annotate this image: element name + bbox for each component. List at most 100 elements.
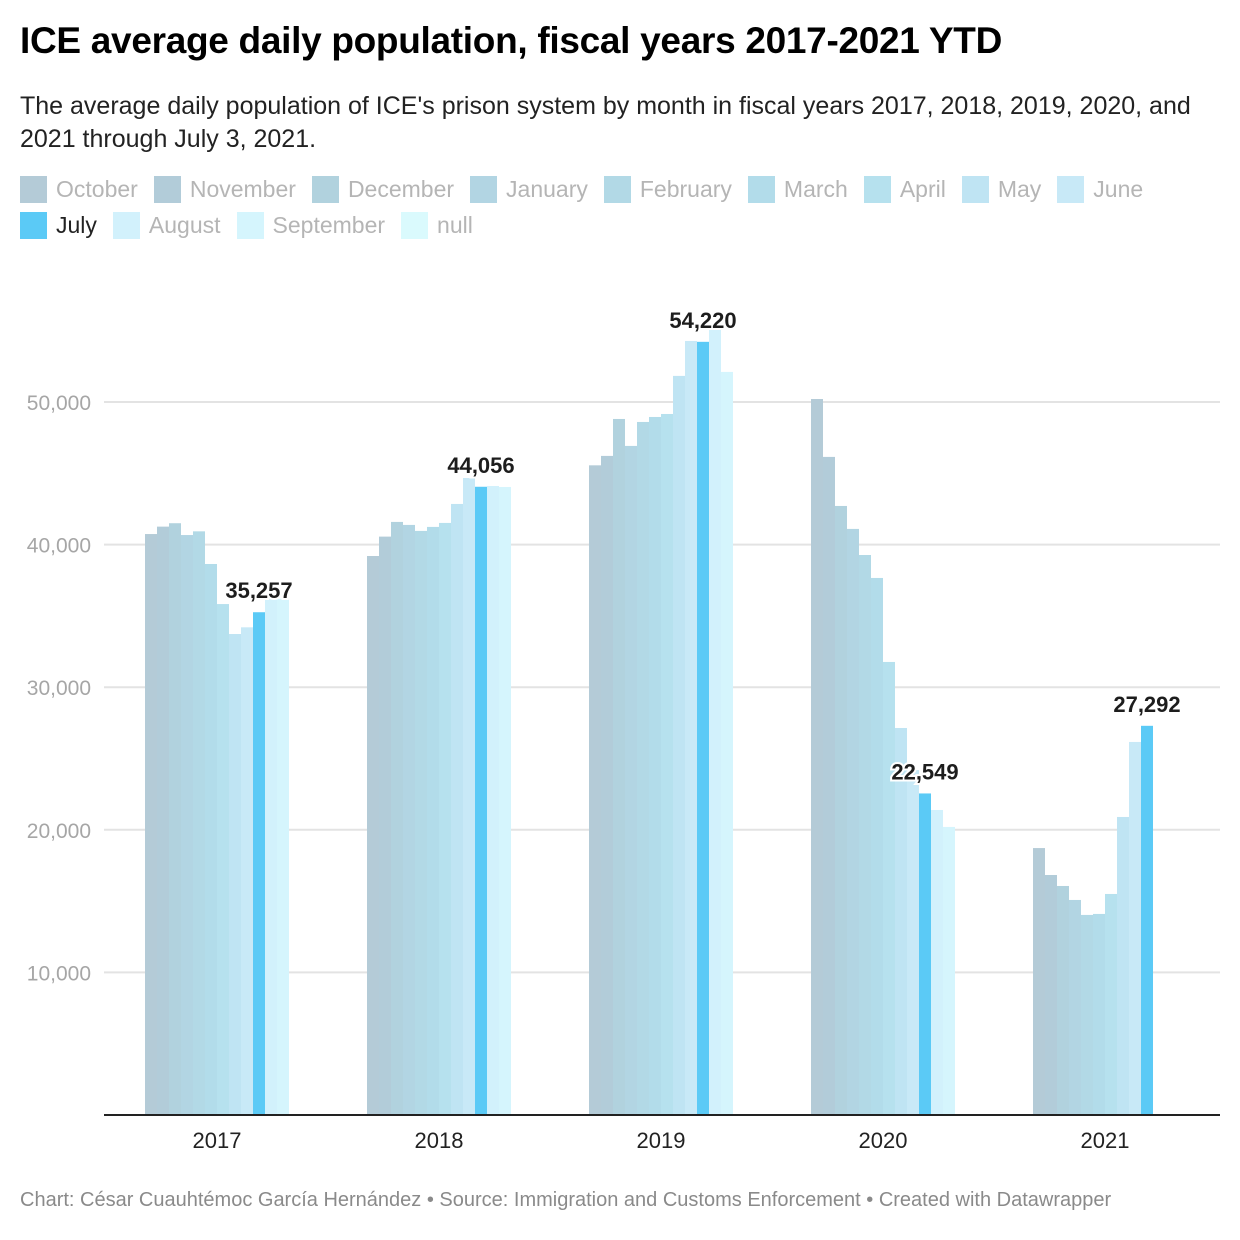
- legend-label: March: [783, 175, 848, 202]
- bar-2020-november: [823, 456, 835, 1115]
- legend-item-january[interactable]: January: [470, 175, 588, 203]
- bar-2019-july: [697, 341, 709, 1115]
- chart-footer: Chart: César Cuauhtémoc García Hernández…: [20, 1189, 1112, 1211]
- bar-2019-january: [625, 445, 637, 1116]
- legend-label: November: [189, 175, 296, 202]
- bar-2021-november: [1045, 875, 1057, 1115]
- bar-2019-october: [589, 465, 601, 1115]
- bar-2018-august: [487, 485, 499, 1115]
- legend-swatch: [603, 175, 631, 203]
- legend-label: May: [997, 175, 1042, 202]
- bar-2018-september: [499, 486, 511, 1115]
- bar-2017-may: [229, 634, 241, 1115]
- legend-item-november[interactable]: November: [153, 175, 296, 203]
- legend-swatch: [470, 175, 498, 203]
- legend-swatch: [863, 175, 891, 203]
- bar-2020-december: [835, 505, 847, 1115]
- bar-2019-september: [721, 371, 733, 1116]
- legend-item-july[interactable]: July: [20, 211, 97, 239]
- bar-2020-february: [859, 555, 871, 1115]
- legend-item-april[interactable]: April: [863, 175, 946, 203]
- y-tick-label: 20,000: [27, 820, 91, 843]
- legend-label: January: [506, 175, 588, 202]
- legend-item-september[interactable]: September: [236, 211, 386, 239]
- legend-swatch: [747, 175, 775, 203]
- bar-2020-april: [883, 661, 895, 1115]
- y-tick-label: 30,000: [27, 677, 91, 700]
- legend-item-december[interactable]: December: [311, 175, 455, 203]
- x-tick-label: 2020: [859, 1128, 908, 1153]
- bar-2017-july: [253, 612, 265, 1115]
- x-tick-label: 2018: [415, 1128, 464, 1153]
- bar-2018-march: [427, 526, 439, 1115]
- bar-2018-june: [463, 478, 475, 1115]
- bar-2018-february: [415, 530, 427, 1115]
- bar-2019-march: [649, 416, 661, 1115]
- legend-swatch: [961, 175, 989, 203]
- bar-2020-september: [943, 826, 955, 1115]
- x-tick-label: 2021: [1081, 1128, 1130, 1153]
- legend-label: null: [437, 211, 473, 238]
- data-label: 27,292: [1113, 692, 1180, 717]
- bar-2021-october: [1033, 848, 1045, 1115]
- legend: October November December January February Ma…: [20, 175, 1220, 239]
- data-label: 44,056: [447, 453, 514, 478]
- bar-2017-december: [169, 523, 181, 1115]
- legend-label: July: [56, 211, 97, 238]
- legend-swatch: [20, 211, 47, 239]
- legend-item-june[interactable]: June: [1057, 175, 1143, 203]
- y-tick-label: 50,000: [27, 392, 91, 415]
- bar-2018-october: [367, 556, 379, 1115]
- data-label: 35,257: [225, 578, 292, 603]
- legend-item-null[interactable]: null: [401, 211, 473, 239]
- legend-label: December: [347, 175, 455, 202]
- chart-subtitle: The average daily population of ICE's pr…: [20, 92, 1191, 153]
- x-tick-label: 2019: [637, 1128, 686, 1153]
- x-tick-label: 2017: [193, 1128, 242, 1153]
- legend-item-march[interactable]: March: [747, 175, 848, 203]
- y-tick-label: 10,000: [27, 962, 91, 985]
- legend-swatch: [1057, 175, 1085, 203]
- legend-label: September: [272, 211, 386, 238]
- bar-2020-june: [907, 770, 919, 1115]
- bar-2021-december: [1057, 885, 1069, 1115]
- bar-2017-november: [157, 526, 169, 1115]
- bar-2020-january: [847, 528, 859, 1115]
- bar-2018-april: [439, 522, 451, 1115]
- bar-2019-february: [637, 421, 649, 1115]
- legend-swatch: [153, 175, 181, 203]
- bar-2018-november: [379, 536, 391, 1115]
- bar-2020-october: [811, 399, 823, 1116]
- bar-2017-october: [145, 534, 157, 1115]
- legend-label: August: [148, 211, 221, 238]
- bar-2020-july: [919, 793, 931, 1115]
- bar-2021-july: [1141, 725, 1153, 1115]
- bar-2021-january: [1069, 899, 1081, 1115]
- data-label: 54,220: [669, 308, 736, 333]
- bar-2017-february: [193, 531, 205, 1115]
- bar-2019-june: [685, 340, 697, 1116]
- bar-2017-june: [241, 627, 253, 1115]
- legend-swatch: [20, 175, 47, 203]
- legend-swatch: [401, 211, 429, 239]
- bar-2017-april: [217, 604, 229, 1115]
- legend-item-october[interactable]: October: [20, 175, 138, 203]
- legend-label: February: [639, 175, 732, 202]
- bar-2021-march: [1093, 913, 1105, 1115]
- bar-2018-january: [403, 524, 415, 1115]
- legend-swatch: [112, 211, 140, 239]
- legend-item-august[interactable]: August: [112, 211, 221, 239]
- bar-2018-may: [451, 503, 463, 1116]
- bar-2021-june: [1129, 741, 1141, 1115]
- chart-title: ICE average daily population, fiscal yea…: [20, 20, 1002, 61]
- bar-2020-august: [931, 809, 943, 1115]
- bar-2019-december: [613, 418, 625, 1116]
- bar-2017-march: [205, 563, 217, 1115]
- legend-label: April: [899, 175, 946, 202]
- legend-item-may[interactable]: May: [961, 175, 1042, 203]
- legend-item-february[interactable]: February: [603, 175, 732, 203]
- y-tick-label: 40,000: [27, 535, 91, 558]
- bar-2021-april: [1105, 893, 1117, 1115]
- bar-2019-april: [661, 413, 673, 1115]
- legend-swatch: [311, 175, 339, 203]
